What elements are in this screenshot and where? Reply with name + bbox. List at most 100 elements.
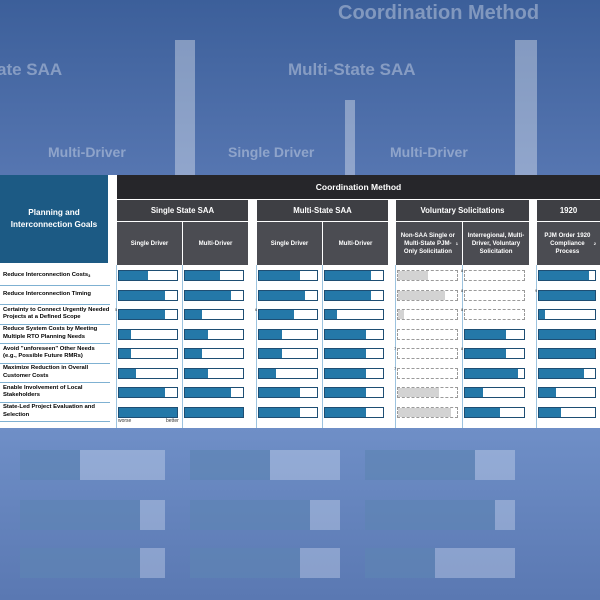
bar-fill	[465, 349, 507, 358]
goal-row-label: Reduce Interconnection Costs 3	[0, 266, 110, 286]
bar-footnote: 7	[394, 365, 397, 371]
ghost-bar	[365, 500, 495, 530]
column-divider	[182, 265, 183, 428]
bar-track	[118, 367, 178, 379]
goals-header: Planning and Interconnection Goals	[0, 175, 108, 263]
bar-footnote: 8	[461, 287, 464, 293]
ghost-sub-3: Multi-Driver	[390, 144, 468, 160]
bar-track	[324, 328, 384, 340]
goal-row-label: Maximize Reduction in Overall Customer C…	[0, 363, 110, 383]
bar-fill	[325, 290, 372, 300]
bar-track	[397, 387, 458, 398]
group-1920: 1920	[537, 200, 600, 221]
bar-fill	[398, 388, 440, 397]
ghost-row	[365, 450, 515, 480]
axis-worse-label: worse	[118, 418, 132, 424]
sub-header-7: PJM Order 1920 Compliance Process 2	[537, 222, 600, 265]
bar-fill	[259, 368, 277, 378]
ghost-row	[20, 500, 165, 530]
footnote-marker: 1	[455, 240, 458, 246]
ghost-bar	[20, 548, 140, 578]
bar-track	[324, 270, 384, 281]
bar-track	[464, 348, 525, 359]
ghost-title: Coordination Method	[338, 2, 540, 24]
bar-footnote: 7	[394, 346, 397, 351]
bar-track	[118, 270, 178, 281]
bar-track	[538, 328, 596, 340]
bar-track	[324, 387, 384, 398]
bar-fill	[465, 368, 519, 378]
bar-fill	[185, 329, 209, 339]
bar-track	[397, 367, 458, 379]
ghost-group-1: State SAA	[0, 60, 63, 79]
bar-track	[258, 387, 318, 398]
bar-fill	[259, 271, 300, 280]
bar-fill	[539, 310, 545, 319]
bar-track	[464, 328, 525, 340]
ghost-bar	[365, 450, 475, 480]
bar-fill	[539, 290, 595, 300]
bar-fill	[325, 329, 366, 339]
ghost-divider	[175, 40, 195, 175]
bar-fill	[398, 290, 446, 300]
goal-row-label: Reduce System Costs by Meeting Multiple …	[0, 324, 110, 344]
bar-track	[538, 387, 596, 398]
bar-track	[184, 328, 244, 340]
sub-header-5: Non-SAA Single or Multi-State PJM-Only S…	[396, 222, 462, 265]
chart-card: Planning and Interconnection Goals Coord…	[0, 175, 600, 428]
ghost-group-2: Multi-State SAA	[288, 60, 416, 79]
bar-fill	[539, 349, 595, 358]
background-bottom	[0, 428, 600, 600]
bar-fill	[539, 368, 584, 378]
column-divider	[462, 265, 463, 428]
bar-track	[184, 406, 244, 418]
bar-track	[184, 348, 244, 359]
bar-fill	[325, 271, 372, 280]
ghost-row	[20, 450, 165, 480]
bar-track	[538, 406, 596, 418]
sub-header-6: Interregional, Multi-Driver, Voluntary S…	[463, 222, 529, 265]
ghost-row	[190, 450, 340, 480]
bar-fill	[185, 368, 209, 378]
bar-footnote: 5	[115, 307, 118, 312]
bar-fill	[259, 290, 306, 300]
ghost-row	[190, 548, 340, 578]
bar-fill	[119, 407, 177, 417]
ghost-bar	[190, 450, 270, 480]
axis-better-label: better	[166, 418, 179, 424]
ghost-bar	[365, 548, 435, 578]
ghost-divider	[515, 40, 537, 175]
bar-track	[258, 348, 318, 359]
ghost-row	[190, 500, 340, 530]
footnote-marker: 2	[593, 240, 596, 246]
bar-fill	[398, 271, 428, 280]
bar-fill	[325, 388, 366, 397]
bar-fill	[465, 388, 483, 397]
coordination-method-header: Coordination Method	[117, 175, 600, 199]
bar-track	[258, 270, 318, 281]
bar-fill	[398, 310, 404, 319]
bar-footnote: 8	[461, 307, 464, 312]
goal-row-label: State-Led Project Evaluation and Selecti…	[0, 402, 110, 422]
bar-track	[118, 309, 178, 320]
bar-fill	[539, 271, 590, 280]
bar-track	[118, 328, 178, 340]
bar-track	[464, 309, 525, 320]
bar-footnote: 8	[461, 268, 464, 273]
bar-fill	[325, 407, 366, 417]
column-divider	[322, 265, 323, 428]
ghost-bar	[20, 500, 140, 530]
bar-track	[258, 367, 318, 379]
bar-fill	[119, 388, 166, 397]
background-top: Coordination Method State SAA Multi-Stat…	[0, 0, 600, 175]
bar-track	[464, 387, 525, 398]
bar-track	[397, 328, 458, 340]
bar-track	[397, 270, 458, 281]
bar-track	[397, 406, 458, 418]
sub-header-2: Multi-Driver	[183, 222, 248, 265]
bar-fill	[119, 329, 131, 339]
bar-track	[538, 309, 596, 320]
sub-header-3: Single Driver	[257, 222, 322, 265]
bar-track	[538, 270, 596, 281]
column-divider	[536, 265, 537, 428]
